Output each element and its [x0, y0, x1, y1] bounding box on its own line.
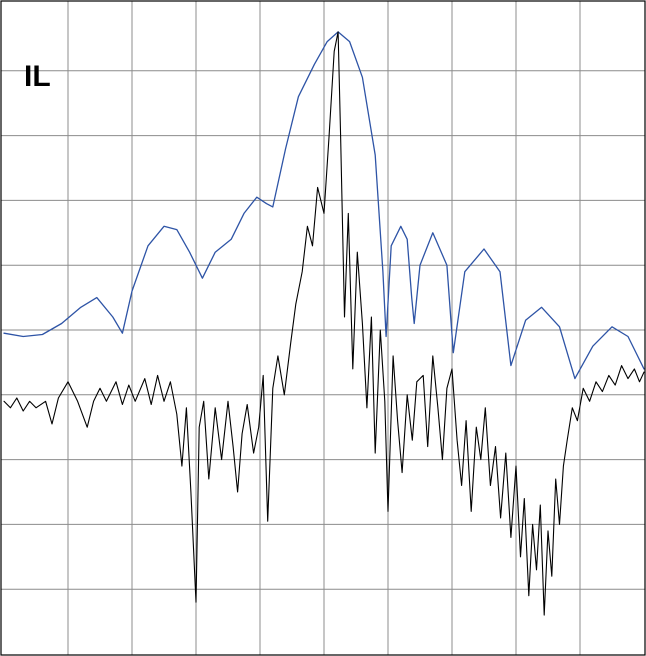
- traces: [3, 31, 645, 616]
- corner-label: IL: [24, 60, 51, 93]
- series-trace-1: [3, 31, 645, 380]
- series-trace-2: [3, 31, 645, 616]
